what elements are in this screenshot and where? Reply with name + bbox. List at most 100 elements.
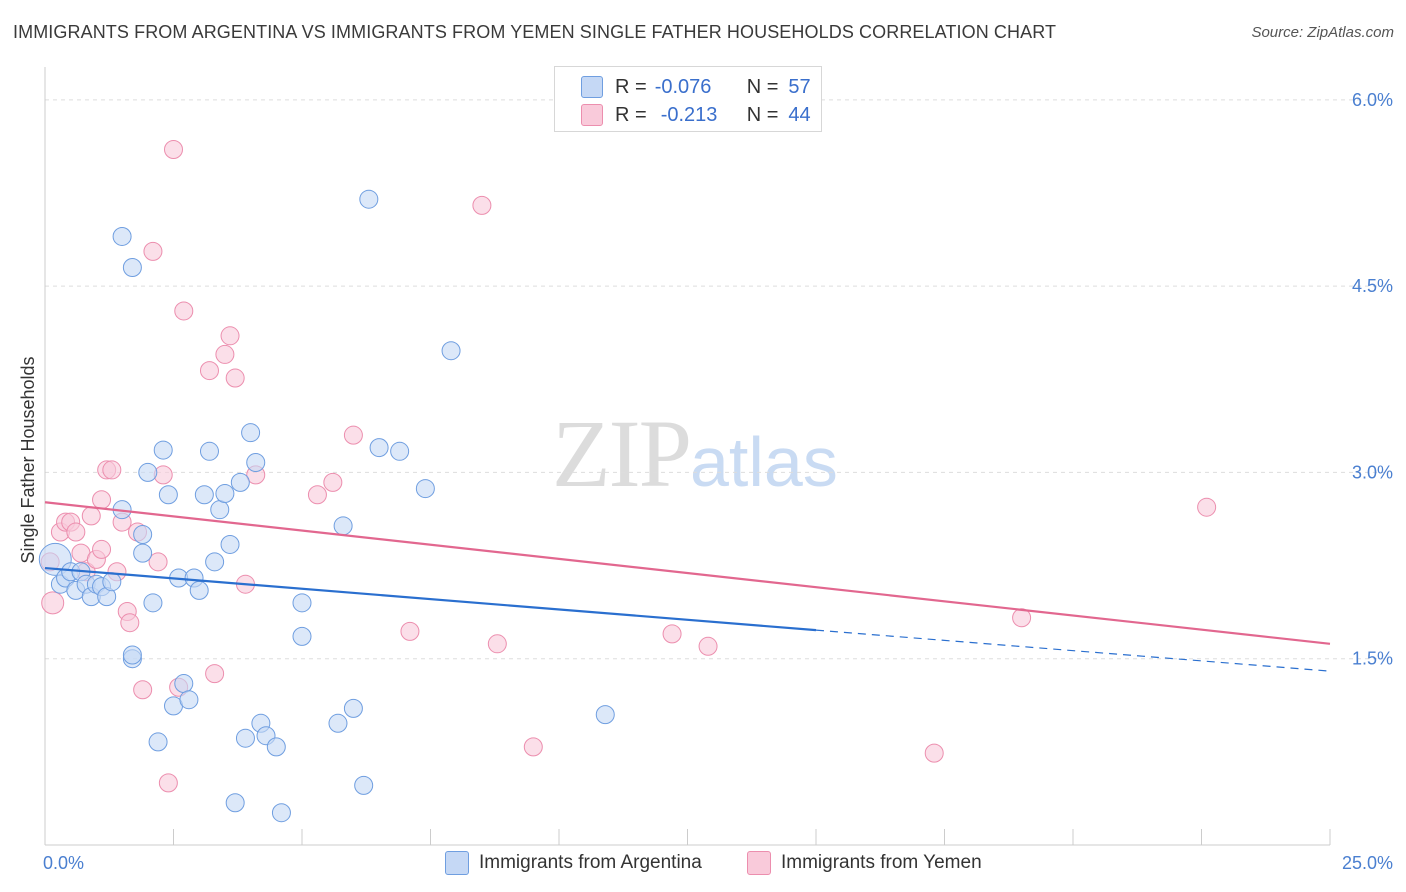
legend-r-value: -0.213 <box>660 103 718 126</box>
argentina-point <box>230 472 250 492</box>
argentina-trend-line <box>44 566 817 632</box>
yemen-point <box>66 522 86 542</box>
x-tick-label: 0.0% <box>43 853 84 873</box>
yemen-point <box>158 773 178 793</box>
argentina-point <box>122 258 142 277</box>
yemen-swatch-icon <box>581 104 603 126</box>
argentina-point <box>199 441 219 461</box>
yemen-point <box>143 241 163 261</box>
argentina-point <box>241 423 261 443</box>
yemen-point <box>148 552 168 572</box>
yemen-point <box>1197 497 1217 517</box>
argentina-point <box>225 793 245 813</box>
argentina-point <box>266 737 286 757</box>
yemen-point <box>323 472 343 492</box>
yemen-point <box>698 636 718 656</box>
argentina-point <box>415 479 435 499</box>
argentina-point <box>210 500 230 520</box>
yemen-point <box>662 624 682 644</box>
yemen-point <box>472 195 492 215</box>
yemen-point <box>215 344 235 364</box>
yemen-trend-line <box>44 501 1331 645</box>
argentina-point <box>369 438 389 458</box>
argentina-point <box>215 484 235 504</box>
argentina-point <box>189 580 209 600</box>
yemen-point <box>81 506 101 526</box>
argentina-point <box>333 516 353 536</box>
argentina-point <box>292 626 312 646</box>
stats-legend: R = -0.076 N = 57 R = -0.213 N = 44 <box>554 66 822 132</box>
x-tick-label: 25.0% <box>1342 853 1393 873</box>
legend-r-value: -0.076 <box>654 75 712 98</box>
argentina-point <box>246 452 266 472</box>
watermark-atlas: atlas <box>690 423 838 501</box>
y-tick-label: 1.5% <box>1352 649 1393 669</box>
argentina-point <box>158 485 178 505</box>
argentina-point <box>102 572 122 592</box>
legend-row-yemen: R = -0.213 N = 44 <box>555 101 811 129</box>
watermark: ZIPatlas <box>552 398 838 509</box>
yemen-point <box>199 361 219 381</box>
yemen-points <box>40 140 1217 793</box>
argentina-point <box>271 803 291 823</box>
argentina-point <box>390 441 410 461</box>
argentina-point <box>138 462 158 482</box>
yemen-point <box>120 613 140 633</box>
yemen-point <box>220 326 240 346</box>
argentina-point <box>148 732 168 752</box>
y-tick-label: 4.5% <box>1352 276 1393 296</box>
argentina-point <box>220 534 240 554</box>
yemen-point <box>343 425 363 445</box>
yemen-point <box>523 737 543 757</box>
legend-n-value: 57 <box>788 75 811 98</box>
argentina-point <box>153 440 173 460</box>
argentina-point <box>292 593 312 613</box>
argentina-point <box>174 674 194 694</box>
argentina-point <box>441 341 461 361</box>
legend-r-label: R = <box>615 103 647 126</box>
watermark-zip: ZIP <box>552 400 692 507</box>
yemen-point <box>307 485 327 505</box>
axis-layer <box>44 67 1331 846</box>
yemen-point <box>41 591 65 615</box>
yemen-point <box>487 634 507 654</box>
argentina-point <box>328 713 348 733</box>
argentina-point <box>194 485 214 505</box>
argentina-point <box>112 226 132 246</box>
legend-item-yemen[interactable]: Immigrants from Yemen <box>747 851 982 875</box>
argentina-point <box>343 698 363 718</box>
argentina-point <box>359 189 379 209</box>
argentina-swatch-icon <box>581 76 603 98</box>
y-axis-title: Single Father Households <box>18 356 38 563</box>
legend-n-label: N = <box>746 75 779 98</box>
yemen-point <box>205 664 225 684</box>
argentina-point <box>143 593 163 613</box>
legend-n-label: N = <box>746 103 779 126</box>
y-tick-label: 3.0% <box>1352 462 1393 482</box>
argentina-legend-icon <box>445 851 469 875</box>
argentina-points <box>38 189 615 823</box>
yemen-point <box>133 680 153 700</box>
argentina-point <box>205 552 225 572</box>
trend-layer <box>44 501 1331 672</box>
argentina-point <box>235 728 255 748</box>
yemen-point <box>92 539 112 559</box>
argentina-point <box>133 543 153 563</box>
argentina-point <box>595 705 615 725</box>
yemen-point <box>924 743 944 763</box>
legend-item-argentina[interactable]: Immigrants from Argentina <box>445 851 702 875</box>
argentina-trend-extension <box>815 629 1331 672</box>
y-tick-label: 6.0% <box>1352 90 1393 110</box>
legend-argentina-label: Immigrants from Argentina <box>479 852 702 873</box>
legend-yemen-label: Immigrants from Yemen <box>781 852 982 873</box>
legend-n-value: 44 <box>788 103 811 126</box>
yemen-point <box>92 490 112 510</box>
argentina-point <box>354 775 374 795</box>
argentina-point <box>122 645 142 665</box>
chart-title: IMMIGRANTS FROM ARGENTINA VS IMMIGRANTS … <box>13 22 1057 42</box>
argentina-point <box>133 525 153 545</box>
legend-r-label: R = <box>615 75 647 98</box>
legend-row-argentina: R = -0.076 N = 57 <box>555 73 811 101</box>
source-label: Source: ZipAtlas.com <box>1251 24 1394 41</box>
